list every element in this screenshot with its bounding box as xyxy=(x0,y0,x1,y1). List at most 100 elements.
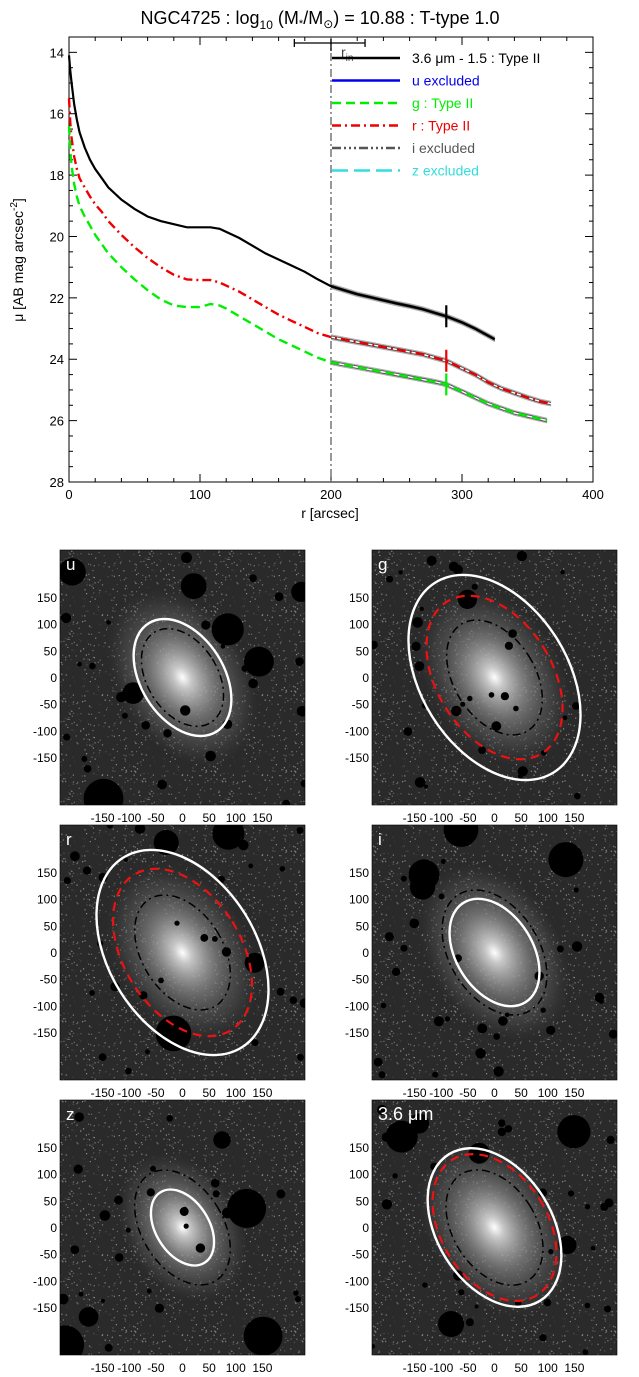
mask-circle xyxy=(213,1131,231,1149)
panel-y-tick-label: 0 xyxy=(50,1221,57,1235)
ellipse-black-dashdot xyxy=(133,894,232,1011)
mask-circle xyxy=(296,706,305,717)
panel-y-tick-label: 50 xyxy=(356,644,370,658)
mask-circle xyxy=(414,661,425,672)
mask-circle xyxy=(562,715,568,721)
panel-x-tick-label: 150 xyxy=(252,811,272,825)
panel-y-tick-label: -50 xyxy=(352,698,370,712)
mask-circle xyxy=(106,825,114,829)
x-axis-label: r [arcsec] xyxy=(301,505,359,521)
mask-circle xyxy=(411,641,421,652)
mask-circle xyxy=(508,629,517,638)
mask-circle xyxy=(195,1243,206,1253)
mask-circle xyxy=(293,1290,299,1296)
panel-x-tick-label: -150 xyxy=(403,1361,427,1375)
mask-circle xyxy=(123,857,129,862)
panel-x-tick-label: 150 xyxy=(252,1361,272,1375)
mask-circle xyxy=(210,1178,220,1188)
panel-label: g xyxy=(378,555,387,574)
panel-y-tick-label: 150 xyxy=(349,866,369,880)
mask-circle xyxy=(89,662,96,670)
mask-circle xyxy=(546,1025,556,1035)
panel-x-tick-label: 100 xyxy=(538,811,558,825)
panel-x-tick-label: 100 xyxy=(226,1361,246,1375)
legend-entry: i excluded xyxy=(412,140,475,156)
profile-band xyxy=(330,338,552,407)
panel-y-tick-label: 150 xyxy=(349,591,369,605)
mask-circle xyxy=(154,1303,164,1313)
mask-circle xyxy=(121,712,128,719)
panel-x-tick-label: -50 xyxy=(147,1086,165,1100)
panel-y-tick-label: 150 xyxy=(37,591,57,605)
panel-frame xyxy=(59,1099,306,1356)
mask-circle xyxy=(574,792,581,800)
panel-y-tick-label: 100 xyxy=(349,618,369,632)
mask-circle xyxy=(432,1071,439,1078)
mask-circle xyxy=(584,1204,591,1210)
mask-circle xyxy=(567,1190,575,1197)
mask-circle xyxy=(573,887,579,893)
mask-circle xyxy=(200,934,209,942)
y-tick-label: 14 xyxy=(50,45,64,60)
x-tick-label: 0 xyxy=(65,487,72,502)
panel-y-tick-label: 0 xyxy=(50,671,57,685)
panel-frame xyxy=(371,824,618,1081)
panel-label: 3.6 μm xyxy=(378,1104,433,1124)
mask-circle xyxy=(385,1120,418,1153)
mask-circle xyxy=(116,692,127,703)
mask-circle xyxy=(296,826,304,835)
mask-circle xyxy=(384,932,394,942)
ellipse-white-solid xyxy=(407,573,582,782)
panel-y-tick-label: 150 xyxy=(37,1141,57,1155)
mask-circle xyxy=(465,1318,474,1327)
mask-circle xyxy=(560,569,565,575)
mask-circle xyxy=(475,1048,486,1059)
panel-x-tick-label: -150 xyxy=(91,811,115,825)
mask-circle xyxy=(114,1195,123,1205)
ellipse-white-solid xyxy=(95,848,270,1057)
panel-y-tick-label: 100 xyxy=(349,1168,369,1182)
mask-circle xyxy=(211,613,244,646)
mask-circle xyxy=(99,1210,111,1221)
mask-circle xyxy=(391,967,401,976)
profile-band xyxy=(330,283,496,338)
panel-x-tick-label: 50 xyxy=(514,811,528,825)
legend-entry: r : Type II xyxy=(412,118,470,134)
mask-circle xyxy=(73,1164,83,1174)
mask-circle xyxy=(451,705,462,717)
mask-circle xyxy=(500,692,509,701)
mask-circle xyxy=(438,893,445,900)
panel-x-tick-label: -100 xyxy=(117,1361,141,1375)
profile-band xyxy=(330,363,548,424)
mask-circle xyxy=(106,620,111,625)
panel-y-tick-label: -100 xyxy=(345,999,369,1013)
mask-circle xyxy=(158,977,164,984)
mask-circle xyxy=(181,552,192,564)
panel-y-tick-label: 100 xyxy=(37,893,57,907)
ellipse-red-dashed xyxy=(425,594,564,761)
panel-x-tick-label: -50 xyxy=(459,1361,477,1375)
mask-circle xyxy=(422,1282,428,1288)
mask-circle xyxy=(606,1135,615,1144)
mask-circle xyxy=(182,1206,188,1212)
mask-circle xyxy=(299,998,305,1008)
profile-band-edge xyxy=(330,363,548,423)
panel-x-tick-label: 0 xyxy=(491,1086,498,1100)
panel-x-tick-label: 100 xyxy=(226,1086,246,1100)
panel-y-tick-label: -150 xyxy=(345,1301,369,1315)
mask-circle xyxy=(78,1291,84,1297)
x-tick-label: 300 xyxy=(451,487,473,502)
mask-circle xyxy=(155,1015,192,1052)
panel-y-tick-label: -100 xyxy=(345,1274,369,1288)
panel-x-tick-label: 50 xyxy=(514,1361,528,1375)
panel-y-tick-label: 0 xyxy=(50,946,57,960)
panel-x-tick-label: -100 xyxy=(429,1361,453,1375)
mask-circle xyxy=(378,1071,386,1079)
mask-circle xyxy=(400,944,408,952)
panel-y-tick-label: -150 xyxy=(33,1301,57,1315)
panel-x-tick-label: -100 xyxy=(429,1086,453,1100)
mask-circle xyxy=(248,678,258,689)
mask-circle xyxy=(300,779,305,788)
x-tick-label: 400 xyxy=(582,487,604,502)
